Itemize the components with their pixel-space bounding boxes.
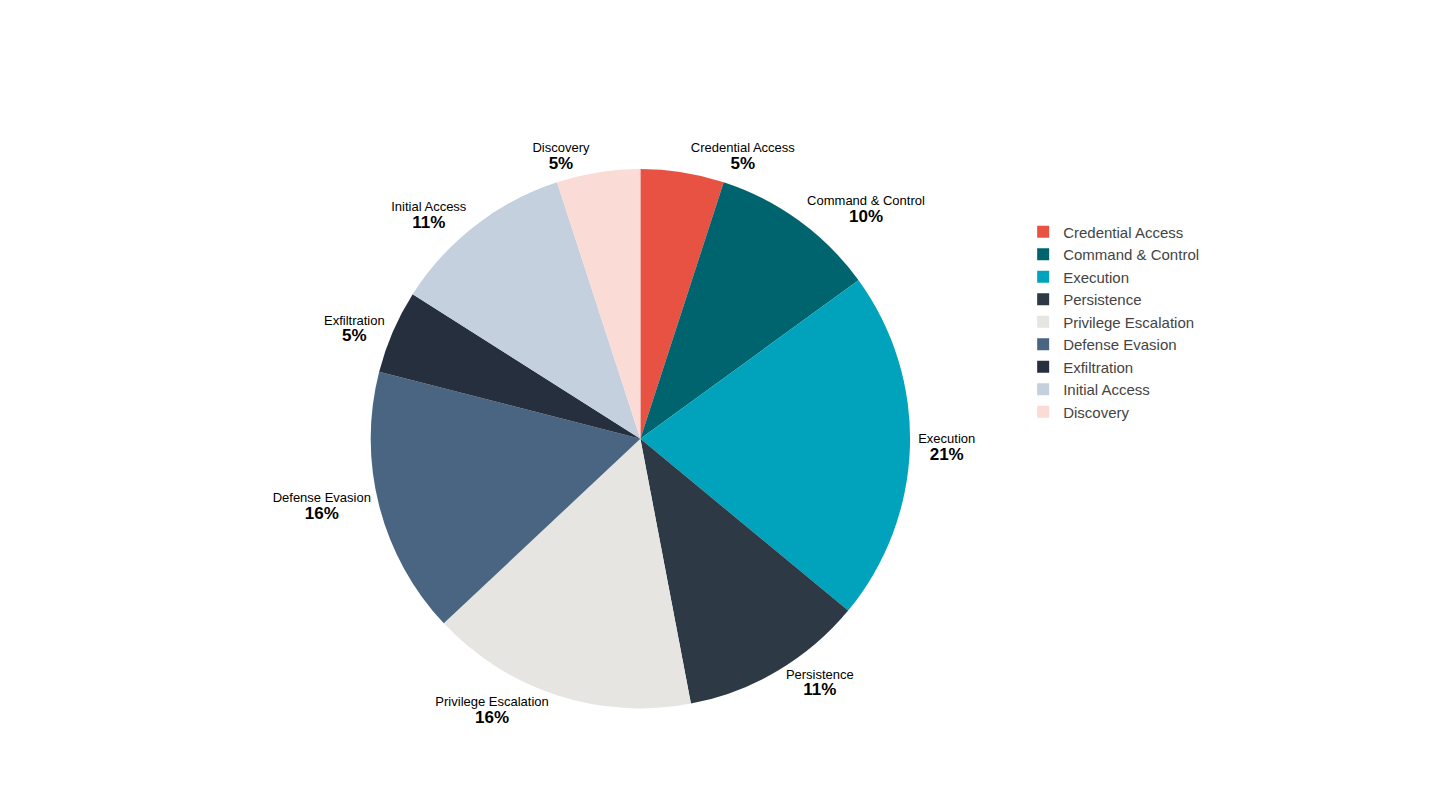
svg-text:Persistence: Persistence	[1063, 291, 1141, 308]
svg-text:Command & Control: Command & Control	[1063, 246, 1199, 263]
svg-text:Credential Access5%: Credential Access5%	[691, 140, 796, 173]
svg-text:Discovery: Discovery	[1063, 404, 1129, 421]
svg-text:Persistence11%: Persistence11%	[786, 667, 854, 700]
svg-text:Exfiltration5%: Exfiltration5%	[324, 313, 385, 346]
svg-text:Initial Access: Initial Access	[1063, 381, 1150, 398]
svg-text:Privilege Escalation16%: Privilege Escalation16%	[435, 694, 548, 727]
svg-text:Command & Control10%: Command & Control10%	[807, 193, 925, 226]
svg-text:Exfiltration: Exfiltration	[1063, 359, 1133, 376]
svg-text:Defense Evasion16%: Defense Evasion16%	[273, 490, 371, 523]
svg-text:Execution: Execution	[1063, 269, 1129, 286]
svg-text:Credential Access: Credential Access	[1063, 224, 1183, 241]
svg-text:Execution21%: Execution21%	[918, 431, 975, 464]
svg-text:Privilege Escalation: Privilege Escalation	[1063, 314, 1194, 331]
svg-text:Initial Access11%: Initial Access11%	[391, 199, 467, 232]
svg-text:Discovery5%: Discovery5%	[532, 140, 590, 173]
svg-text:Defense Evasion: Defense Evasion	[1063, 336, 1176, 353]
